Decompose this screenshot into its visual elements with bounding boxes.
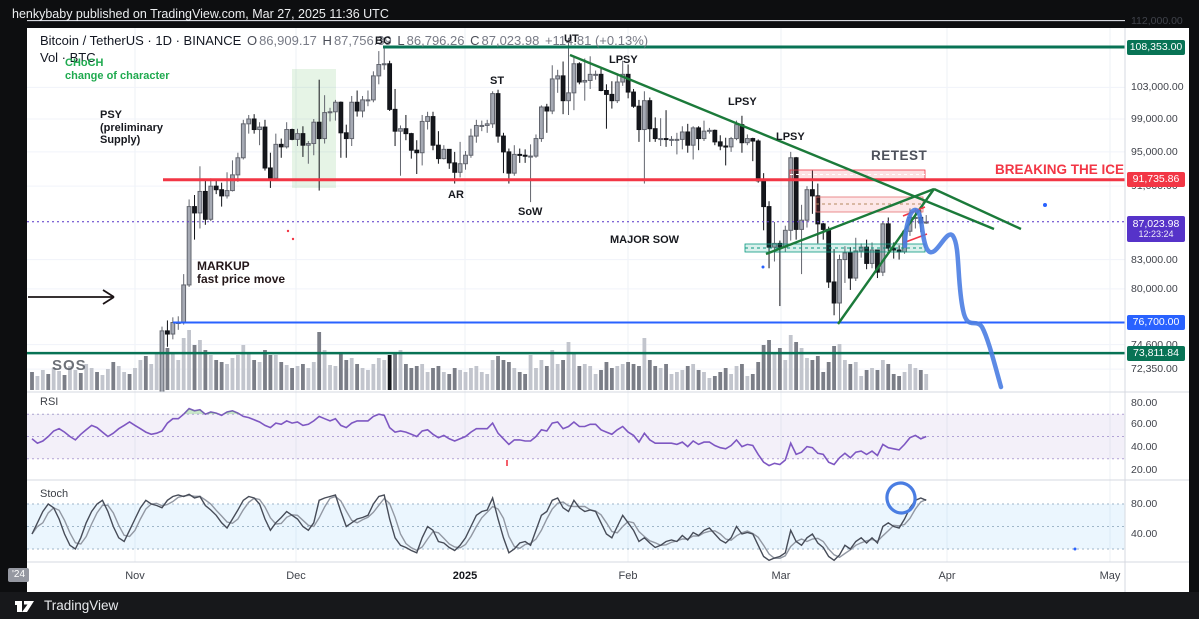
ohlc-high-label: H — [322, 33, 332, 48]
symbol-header[interactable]: Bitcoin / TetherUS · 1D · BINANCE O 86,90… — [40, 33, 650, 48]
label-breaking-the-ice: BREAKING THE ICE — [995, 162, 1125, 177]
rsi-scale-label: 60.00 — [1131, 418, 1158, 430]
label-major-sow: MAJOR SOW — [610, 234, 680, 246]
rsi-scale-label: 40.00 — [1131, 441, 1158, 453]
label-lpsy-1: LPSY — [609, 54, 638, 66]
label-rsi: RSI — [40, 396, 59, 408]
time-label-24: '24 — [8, 568, 30, 582]
time-label-Feb: Feb — [618, 570, 638, 582]
label-sow: SoW — [518, 206, 543, 218]
ohlc-high-value: 87,756.39 — [333, 33, 392, 48]
tradingview-logo-icon — [15, 600, 34, 612]
price-badge: 73,811.84 — [1127, 345, 1185, 361]
label-stoch: Stoch — [40, 488, 69, 500]
label-ar: AR — [448, 189, 464, 201]
label-bc: BC — [375, 35, 391, 47]
symbol-title[interactable]: Bitcoin / TetherUS · 1D · BINANCE — [40, 33, 242, 48]
price-label: 80,000.00 — [1131, 282, 1178, 295]
label-markup: MARKUP fast price move — [197, 259, 286, 286]
label-lpsy-3: LPSY — [776, 131, 805, 143]
time-label-2025: 2025 — [452, 570, 478, 582]
price-label: 83,000.00 — [1131, 253, 1178, 266]
price-badge: 108,353.00 — [1127, 39, 1185, 55]
ohlc-close-label: C — [470, 33, 480, 48]
time-label-Nov: Nov — [125, 570, 145, 582]
price-badge: 76,700.00 — [1127, 315, 1185, 330]
ohlc-close-value: 87,023.98 — [481, 33, 540, 48]
time-label-Apr: Apr — [938, 570, 956, 582]
stoch-scale-label: 80.00 — [1131, 498, 1158, 510]
footer-brand[interactable]: TradingView — [44, 598, 119, 613]
left-margin — [0, 28, 27, 592]
volume-study-label[interactable]: Vol · BTC — [40, 50, 96, 65]
stoch-scale-label: 40.00 — [1131, 528, 1158, 540]
footer-bar: TradingView — [0, 592, 1199, 619]
price-label: 103,000.00 — [1131, 81, 1184, 94]
price-label: 112,000.00 — [1131, 14, 1183, 27]
label-ut: UT — [564, 33, 579, 45]
right-margin — [1189, 28, 1199, 592]
price-label: 99,000.00 — [1131, 112, 1178, 125]
price-badge: 87,023.98 12:23:24 — [1127, 215, 1185, 242]
label-psy: PSY (preliminary Supply) — [100, 109, 163, 146]
time-label-Dec: Dec — [286, 570, 306, 582]
ohlc-low-label: L — [397, 33, 405, 48]
ohlc-open-value: 86,909.17 — [259, 33, 317, 48]
time-label-Mar: Mar — [771, 570, 791, 582]
ohlc-low-value: 86,796.26 — [406, 33, 465, 48]
time-label-May: May — [1099, 570, 1121, 582]
ohlc-open-label: O — [246, 33, 258, 48]
label-lpsy-2: LPSY — [728, 96, 757, 108]
time-axis[interactable]: '24 Nov Dec 2025 Feb Mar Apr May — [8, 562, 1189, 592]
attribution-bar: henkybaby published on TradingView.com, … — [0, 0, 1199, 28]
price-label: 95,000.00 — [1131, 145, 1178, 158]
price-badge: 91,735.86 — [1127, 172, 1185, 188]
label-sos: SOS — [52, 357, 87, 374]
label-retest: RETEST — [871, 148, 928, 163]
attribution-text: henkybaby published on TradingView.com, … — [12, 7, 389, 21]
rsi-scale-label: 20.00 — [1131, 464, 1158, 476]
label-choch: CHoCH change of character — [65, 57, 170, 82]
price-label: 72,350.00 — [1131, 363, 1178, 376]
price-scale[interactable]: 112,000.00 103,000.00 99,000.00 95,000.00 91… — [1125, 15, 1189, 562]
change-value: +114.81 (+0.13%) — [544, 33, 649, 48]
rsi-scale-label: 80.00 — [1131, 397, 1158, 409]
label-st: ST — [490, 75, 505, 87]
